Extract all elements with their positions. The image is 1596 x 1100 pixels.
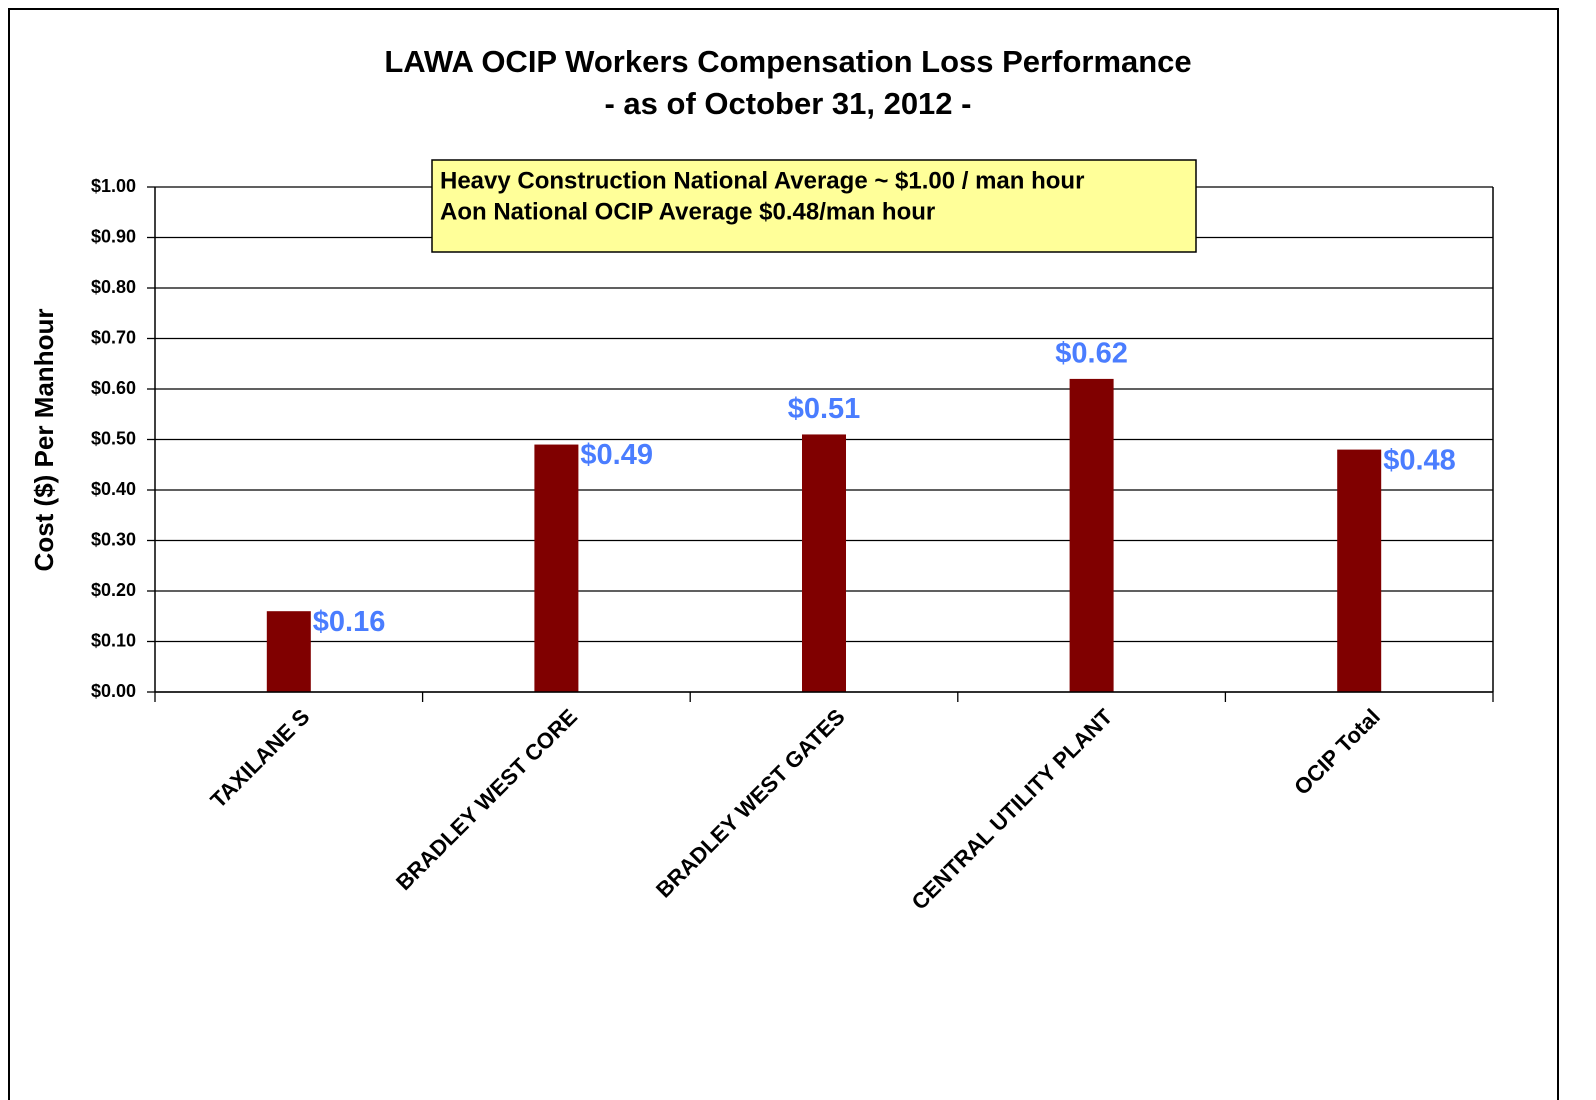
annotation-box — [431, 159, 1197, 253]
bar — [802, 434, 846, 692]
bar — [1337, 449, 1382, 692]
bar — [1069, 378, 1114, 692]
annotation: Aon National OCIP Average $0.48/man hour — [440, 198, 935, 225]
annotation: Heavy Construction National Average ~ $1… — [440, 167, 1084, 194]
y-tick-label: $0.10 — [91, 630, 136, 650]
bar — [534, 444, 579, 692]
y-tick-label: $0.20 — [91, 580, 136, 600]
bar — [266, 611, 311, 692]
y-tick-label: $0.60 — [91, 378, 136, 398]
y-tick-label: $0.30 — [91, 529, 136, 549]
y-tick-label: $0.40 — [91, 479, 136, 499]
value-label: $0.16 — [313, 606, 386, 638]
chart-subtitle: - as of October 31, 2012 - — [605, 86, 972, 121]
y-tick-label: $1.00 — [91, 176, 136, 196]
y-tick-label: $0.90 — [91, 226, 136, 246]
chart-title: LAWA OCIP Workers Compensation Loss Perf… — [384, 44, 1191, 79]
value-label: $0.62 — [1055, 338, 1128, 370]
y-tick-label: $0.70 — [91, 327, 136, 347]
y-axis-label: Cost ($) Per Manhour — [29, 309, 59, 572]
value-label: $0.49 — [580, 439, 653, 471]
value-label: $0.48 — [1383, 444, 1456, 476]
y-tick-label: $0.50 — [91, 428, 136, 448]
value-label: $0.51 — [788, 393, 861, 425]
y-tick-label: $0.00 — [91, 681, 136, 701]
y-tick-label: $0.80 — [91, 277, 136, 297]
